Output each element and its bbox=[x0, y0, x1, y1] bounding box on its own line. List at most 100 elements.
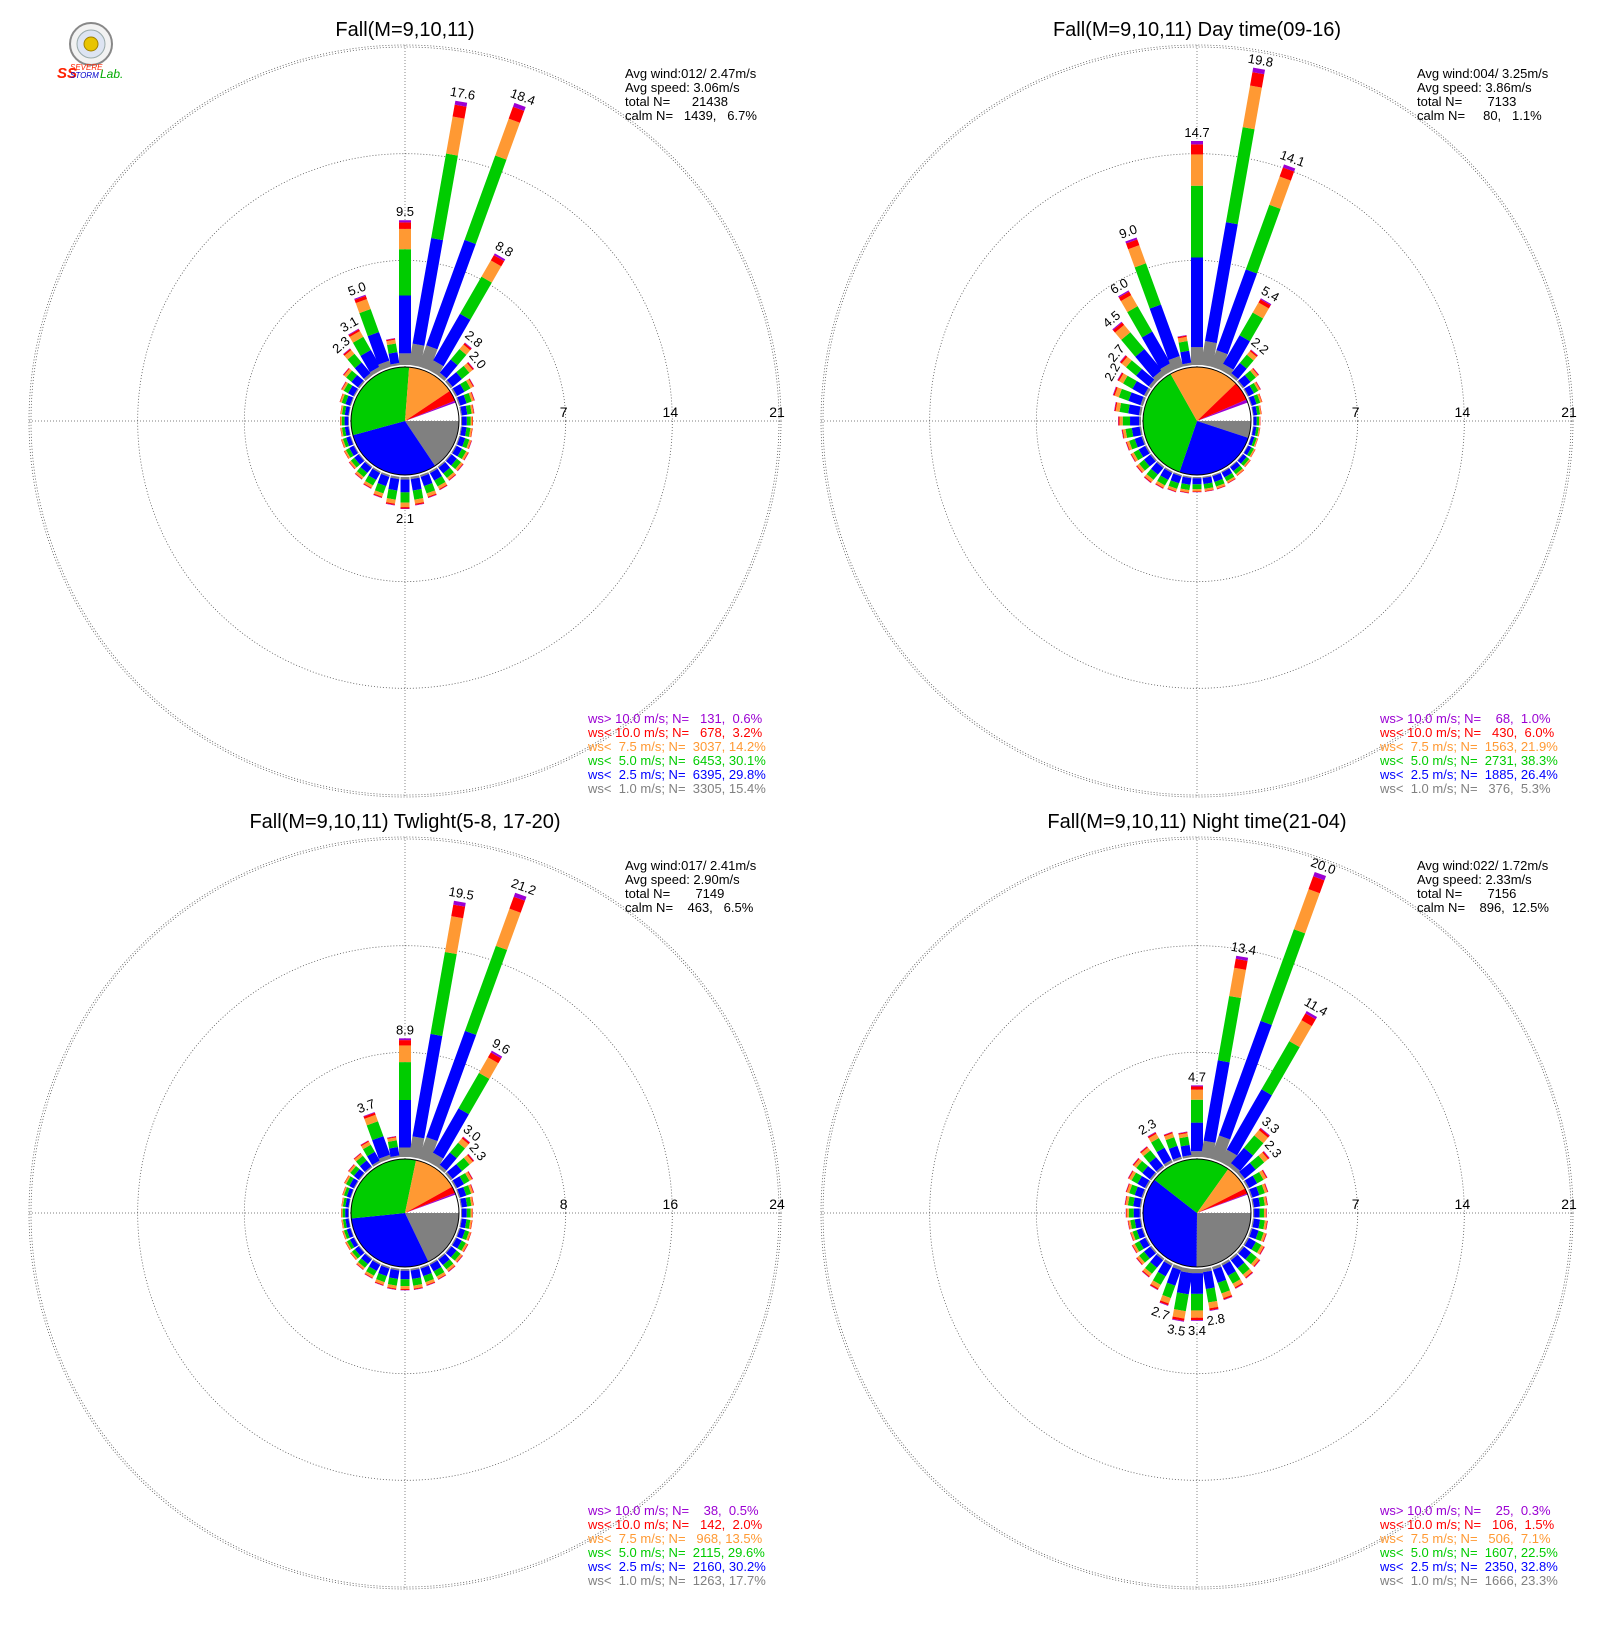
legend-entry: ws< 7.5 m/s; N= 3037, 14.2% bbox=[587, 739, 766, 754]
wind-bar-segment bbox=[1191, 1294, 1203, 1311]
wind-bar-segment bbox=[1193, 478, 1202, 484]
wind-bar-segment bbox=[1193, 491, 1202, 492]
panel-title: Fall(M=9,10,11) bbox=[335, 19, 474, 41]
wind-bar-segment bbox=[465, 946, 507, 1035]
wind-bar-segment bbox=[1257, 417, 1259, 426]
wind-bar-segment bbox=[341, 1209, 342, 1218]
wind-bar-segment bbox=[1254, 1209, 1259, 1218]
wind-bar-segment bbox=[399, 296, 411, 354]
wind-bar-segment bbox=[1191, 154, 1203, 185]
bar-value-label: 2.8 bbox=[1206, 1311, 1226, 1329]
bar-value-label: 14.7 bbox=[1184, 125, 1209, 140]
wind-bar-segment bbox=[446, 117, 464, 156]
wind-bar-segment bbox=[399, 1045, 411, 1062]
wind-bar-segment bbox=[1120, 417, 1123, 426]
legend-entry: ws> 10.0 m/s; N= 131, 0.6% bbox=[587, 711, 763, 726]
wind-bar-segment bbox=[1191, 257, 1203, 347]
wind-bar-segment bbox=[1119, 403, 1129, 413]
bar-value-label: 2.1 bbox=[396, 511, 414, 526]
wind-bar-segment bbox=[1127, 1209, 1129, 1218]
wind-bar-segment bbox=[387, 343, 397, 353]
wind-bar-segment bbox=[389, 1147, 399, 1157]
legend-entry: ws> 10.0 m/s; N= 68, 1.0% bbox=[1379, 711, 1551, 726]
wind-bar-segment bbox=[401, 480, 410, 493]
ring-label: 14 bbox=[663, 404, 679, 420]
wind-bar-segment bbox=[460, 277, 492, 320]
wind-bar-segment bbox=[472, 417, 473, 426]
wind-bar-segment bbox=[1243, 86, 1262, 130]
wind-bar-segment bbox=[462, 417, 467, 426]
wind-bar-segment bbox=[431, 154, 458, 241]
wind-bar-segment bbox=[387, 489, 397, 500]
wind-bar-segment bbox=[359, 309, 379, 336]
wind-bar-segment bbox=[1127, 306, 1152, 337]
ring-label: 8 bbox=[560, 1196, 568, 1212]
stats-line: Avg wind:017/ 2.41m/s bbox=[625, 858, 757, 873]
wind-bar-segment bbox=[1229, 968, 1246, 998]
stats-line: total N= 7156 bbox=[1417, 886, 1516, 901]
wind-bar-segment bbox=[340, 417, 341, 426]
wind-bar-segment bbox=[465, 156, 507, 244]
wind-bar-segment bbox=[348, 417, 349, 426]
wind-bar-segment bbox=[1134, 1209, 1140, 1218]
legend-entry: ws< 5.0 m/s; N= 2115, 29.6% bbox=[587, 1545, 765, 1560]
bar-value-label: 14.1 bbox=[1278, 147, 1307, 170]
wind-bar-segment bbox=[1118, 417, 1119, 426]
stats-line: Avg wind:012/ 2.47m/s bbox=[625, 66, 757, 81]
ring-label: 16 bbox=[663, 1196, 679, 1212]
stats-line: Avg wind:004/ 3.25m/s bbox=[1417, 66, 1549, 81]
wind-bar-segment bbox=[1191, 1318, 1203, 1320]
bar-value-label: 4.7 bbox=[1188, 1069, 1206, 1084]
wind-bar-segment bbox=[1130, 417, 1139, 426]
wind-bar-segment bbox=[345, 1209, 348, 1218]
wind-bar-segment bbox=[399, 1100, 411, 1147]
legend-entry: ws< 2.5 m/s; N= 6395, 29.8% bbox=[587, 767, 766, 782]
wind-bar-segment bbox=[453, 105, 467, 119]
wind-bar-segment bbox=[1264, 1209, 1266, 1218]
logo-line3: Lab. bbox=[100, 67, 123, 81]
wind-bar-segment bbox=[345, 417, 349, 426]
wind-bar-segment bbox=[1218, 996, 1241, 1062]
wind-bar-segment bbox=[401, 492, 410, 502]
wind-bar-segment bbox=[413, 489, 423, 500]
wind-bar-segment bbox=[1128, 405, 1140, 416]
wind-bar-segment bbox=[461, 417, 462, 426]
ring-label: 7 bbox=[560, 404, 568, 420]
wind-bar-segment bbox=[1193, 489, 1202, 491]
legend-entry: ws< 5.0 m/s; N= 1607, 22.5% bbox=[1379, 1545, 1558, 1560]
wind-bar-segment bbox=[1289, 1020, 1312, 1047]
wind-bar-segment bbox=[401, 1279, 410, 1286]
legend-entry: ws< 2.5 m/s; N= 2350, 32.8% bbox=[1379, 1559, 1558, 1574]
bar-value-label: 17.6 bbox=[449, 84, 477, 103]
speed-pie-slice bbox=[1196, 1213, 1251, 1267]
wind-bar-segment bbox=[430, 952, 456, 1036]
wind-bar-segment bbox=[1259, 417, 1260, 426]
wind-bar-segment bbox=[1254, 417, 1257, 426]
legend-entry: ws< 7.5 m/s; N= 968, 13.5% bbox=[587, 1531, 763, 1546]
bar-value-label: 19.5 bbox=[448, 884, 476, 903]
wind-bar-segment bbox=[399, 249, 411, 295]
wind-bar-segment bbox=[1206, 1288, 1217, 1303]
wind-bar-segment bbox=[462, 1209, 467, 1218]
stats-line: calm N= 463, 6.5% bbox=[625, 900, 754, 915]
severe-storm-lab-logo: SS SEVERE STORM Lab. bbox=[57, 23, 123, 82]
wind-bar-segment bbox=[1191, 1320, 1203, 1321]
wind-bar-segment bbox=[445, 916, 463, 954]
bar-value-label: 13.4 bbox=[1230, 939, 1258, 958]
ring-label: 14 bbox=[1455, 404, 1471, 420]
wind-bar-segment bbox=[388, 478, 399, 491]
wind-bar-segment bbox=[1139, 417, 1141, 426]
stats-line: Avg speed: 2.33m/s bbox=[1417, 872, 1532, 887]
wind-bar-segment bbox=[1179, 1137, 1189, 1147]
wind-bar-segment bbox=[1261, 1041, 1299, 1095]
wind-bar-segment bbox=[1246, 205, 1281, 274]
wind-bar-segment bbox=[459, 1073, 490, 1114]
stats-line: calm N= 1439, 6.7% bbox=[625, 108, 757, 123]
stats-line: Avg wind:022/ 1.72m/s bbox=[1417, 858, 1549, 873]
stats-line: Avg speed: 3.06m/s bbox=[625, 80, 740, 95]
wind-bar-segment bbox=[401, 1286, 410, 1289]
